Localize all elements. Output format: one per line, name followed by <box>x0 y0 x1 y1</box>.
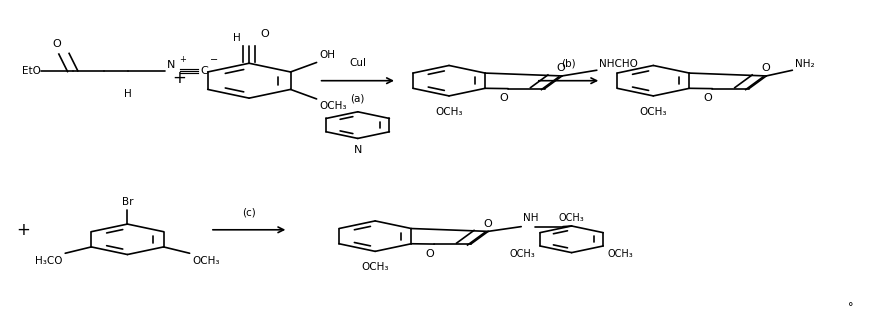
Text: (a): (a) <box>351 93 365 103</box>
Text: OCH₃: OCH₃ <box>510 249 535 259</box>
Text: N: N <box>353 145 362 155</box>
Text: H: H <box>233 33 241 43</box>
Text: C: C <box>201 66 208 76</box>
Text: OCH₃: OCH₃ <box>192 256 220 266</box>
Text: O: O <box>261 29 269 39</box>
Text: O: O <box>52 39 61 49</box>
Text: (b): (b) <box>561 58 576 68</box>
Text: OCH₃: OCH₃ <box>361 262 389 272</box>
Text: +: + <box>173 68 187 86</box>
Text: +: + <box>179 55 186 64</box>
Text: NH: NH <box>523 213 538 223</box>
Text: °: ° <box>848 302 853 312</box>
Text: Br: Br <box>122 196 133 207</box>
Text: O: O <box>704 93 712 103</box>
Text: +: + <box>17 221 30 239</box>
Text: O: O <box>557 63 566 73</box>
Text: O: O <box>761 63 770 73</box>
Text: O: O <box>500 93 508 103</box>
Text: H₃CO: H₃CO <box>35 256 63 266</box>
Text: OCH₃: OCH₃ <box>559 213 584 223</box>
Text: CuI: CuI <box>350 58 366 68</box>
Text: −: − <box>210 55 218 66</box>
Text: (c): (c) <box>242 207 256 217</box>
Text: NHCHO: NHCHO <box>598 59 637 69</box>
Text: O: O <box>426 249 434 259</box>
Text: H: H <box>125 89 133 99</box>
Text: OCH₃: OCH₃ <box>319 101 347 111</box>
Text: OCH₃: OCH₃ <box>639 107 667 117</box>
Text: OH: OH <box>319 50 335 60</box>
Text: NH₂: NH₂ <box>795 59 814 69</box>
Text: OCH₃: OCH₃ <box>608 249 633 259</box>
Text: O: O <box>483 219 492 229</box>
Text: OCH₃: OCH₃ <box>435 107 463 117</box>
Text: EtO: EtO <box>22 66 40 76</box>
Text: N: N <box>167 60 175 70</box>
